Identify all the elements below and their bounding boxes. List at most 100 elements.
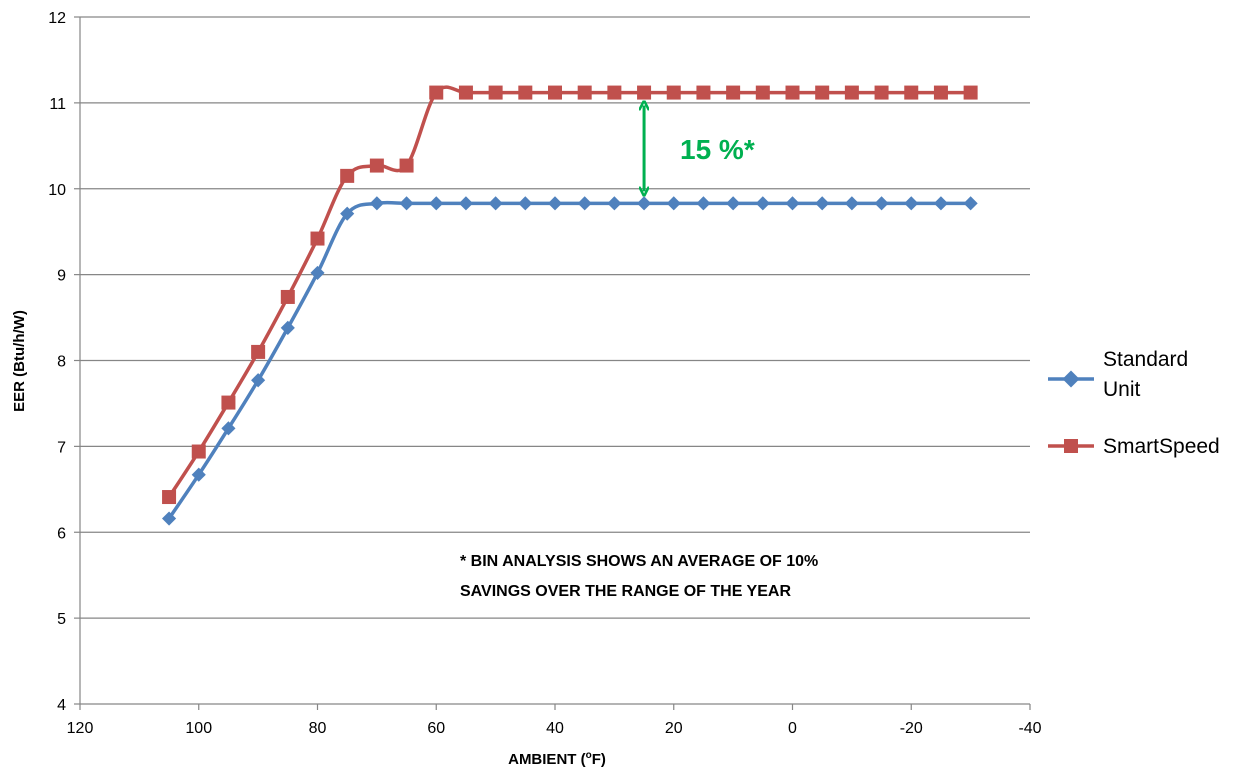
y-axis-title: EER (Btu/h/W) [11,310,28,412]
x-tick-label: -40 [1018,720,1041,737]
axes [74,16,1031,710]
series-standard-unit [161,196,978,526]
legend-label-standard-unit-line-1: Standard [1103,348,1188,371]
data-point-smartspeed [726,85,741,100]
series-line-standard-unit [167,200,971,520]
series-line-smartspeed [167,85,971,498]
note-line-1: * BIN ANALYSIS SHOWS AN AVERAGE OF 10% [460,553,818,570]
data-point-smartspeed [963,85,978,100]
data-point-smartspeed [933,85,948,100]
data-point-smartspeed [340,168,355,183]
data-point-standard-unit [933,196,949,211]
x-axis-title-degree: o [586,750,592,761]
data-point-smartspeed [637,85,652,100]
y-tick-label: 10 [48,182,66,199]
data-point-standard-unit [369,196,384,211]
data-point-smartspeed [251,344,266,359]
x-tick-label: 100 [185,720,212,737]
data-point-standard-unit [547,196,563,211]
data-point-smartspeed [666,85,681,100]
data-point-standard-unit [666,196,681,211]
data-point-standard-unit [399,196,414,211]
legend-marker-standard-unit [1062,370,1080,388]
y-tick-label: 12 [48,10,66,27]
data-point-smartspeed [221,395,236,410]
x-axis-title-part-1: AMBIENT ( [508,751,586,768]
data-point-standard-unit [636,196,652,211]
legend-item-smartspeed: SmartSpeed [1048,435,1220,458]
data-point-standard-unit [963,196,978,211]
series-smartspeed [162,85,978,505]
data-point-smartspeed [518,85,533,100]
gap-percentage-label: 15 %* [680,134,755,165]
data-point-smartspeed [488,85,503,100]
y-tick-label: 8 [57,354,66,371]
legend-label-smartspeed: SmartSpeed [1103,435,1220,458]
y-tick-label: 11 [49,96,66,113]
data-point-smartspeed [369,158,384,173]
data-point-smartspeed [785,85,800,100]
data-point-smartspeed [755,85,770,100]
data-point-standard-unit [696,196,711,211]
data-point-standard-unit [488,196,503,211]
y-tick-label: 7 [57,439,66,456]
legend-marker-smartspeed [1064,439,1078,453]
annotations: 15 %* * BIN ANALYSIS SHOWS AN AVERAGE OF… [460,105,818,600]
data-point-smartspeed [815,85,830,100]
data-point-standard-unit [161,511,177,526]
y-tick-label: 4 [57,697,66,714]
data-point-standard-unit [221,421,236,436]
x-tick-label: 60 [427,720,445,737]
x-tick-label: 120 [67,720,94,737]
legend-item-standard-unit: Standard Unit [1048,348,1188,401]
y-tick-label: 9 [57,268,66,285]
data-point-standard-unit [874,196,889,211]
x-axis-title-part-2: F) [592,751,606,768]
data-point-standard-unit [191,467,206,482]
data-point-smartspeed [310,231,325,246]
data-point-standard-unit [755,196,770,211]
data-point-smartspeed [399,158,414,173]
data-point-smartspeed [280,289,295,304]
data-point-smartspeed [458,85,473,100]
x-tick-label: -20 [900,720,923,737]
x-tick-label: 20 [665,720,683,737]
tick-labels: 4 5 6 7 8 9 10 11 12 120 100 80 60 40 20 0 -20 -40 [48,10,1041,737]
data-point-smartspeed [844,85,859,100]
data-point-standard-unit [785,196,800,211]
data-point-standard-unit [577,196,592,211]
data-point-standard-unit [726,196,741,211]
gridlines [80,16,1030,619]
data-point-standard-unit [340,206,355,221]
data-point-standard-unit [458,196,474,211]
x-tick-label: 0 [788,720,797,737]
legend-label-standard-unit-line-2: Unit [1103,378,1141,401]
x-tick-label: 80 [309,720,327,737]
data-point-smartspeed [191,444,206,459]
data-point-standard-unit [429,196,444,211]
axis-titles: AMBIENT (oF) EER (Btu/h/W) [11,310,606,768]
data-point-standard-unit [251,373,266,388]
data-point-smartspeed [162,490,177,505]
y-tick-label: 6 [57,525,66,542]
data-point-smartspeed [548,85,562,100]
data-point-smartspeed [874,85,889,100]
data-point-standard-unit [844,196,859,211]
data-series [161,85,978,526]
data-point-standard-unit [607,196,622,211]
data-point-smartspeed [429,85,444,100]
data-point-smartspeed [696,85,711,100]
data-point-smartspeed [577,85,592,100]
data-point-smartspeed [607,85,622,100]
legend: Standard Unit SmartSpeed [1048,348,1220,458]
x-axis-title: AMBIENT (oF) [508,750,606,768]
data-point-standard-unit [280,320,295,335]
data-point-smartspeed [904,85,919,100]
data-point-standard-unit [815,196,830,211]
data-point-standard-unit [904,196,919,211]
note-line-2: SAVINGS OVER THE RANGE OF THE YEAR [460,583,791,600]
y-tick-label: 5 [57,611,66,628]
x-tick-label: 40 [546,720,564,737]
